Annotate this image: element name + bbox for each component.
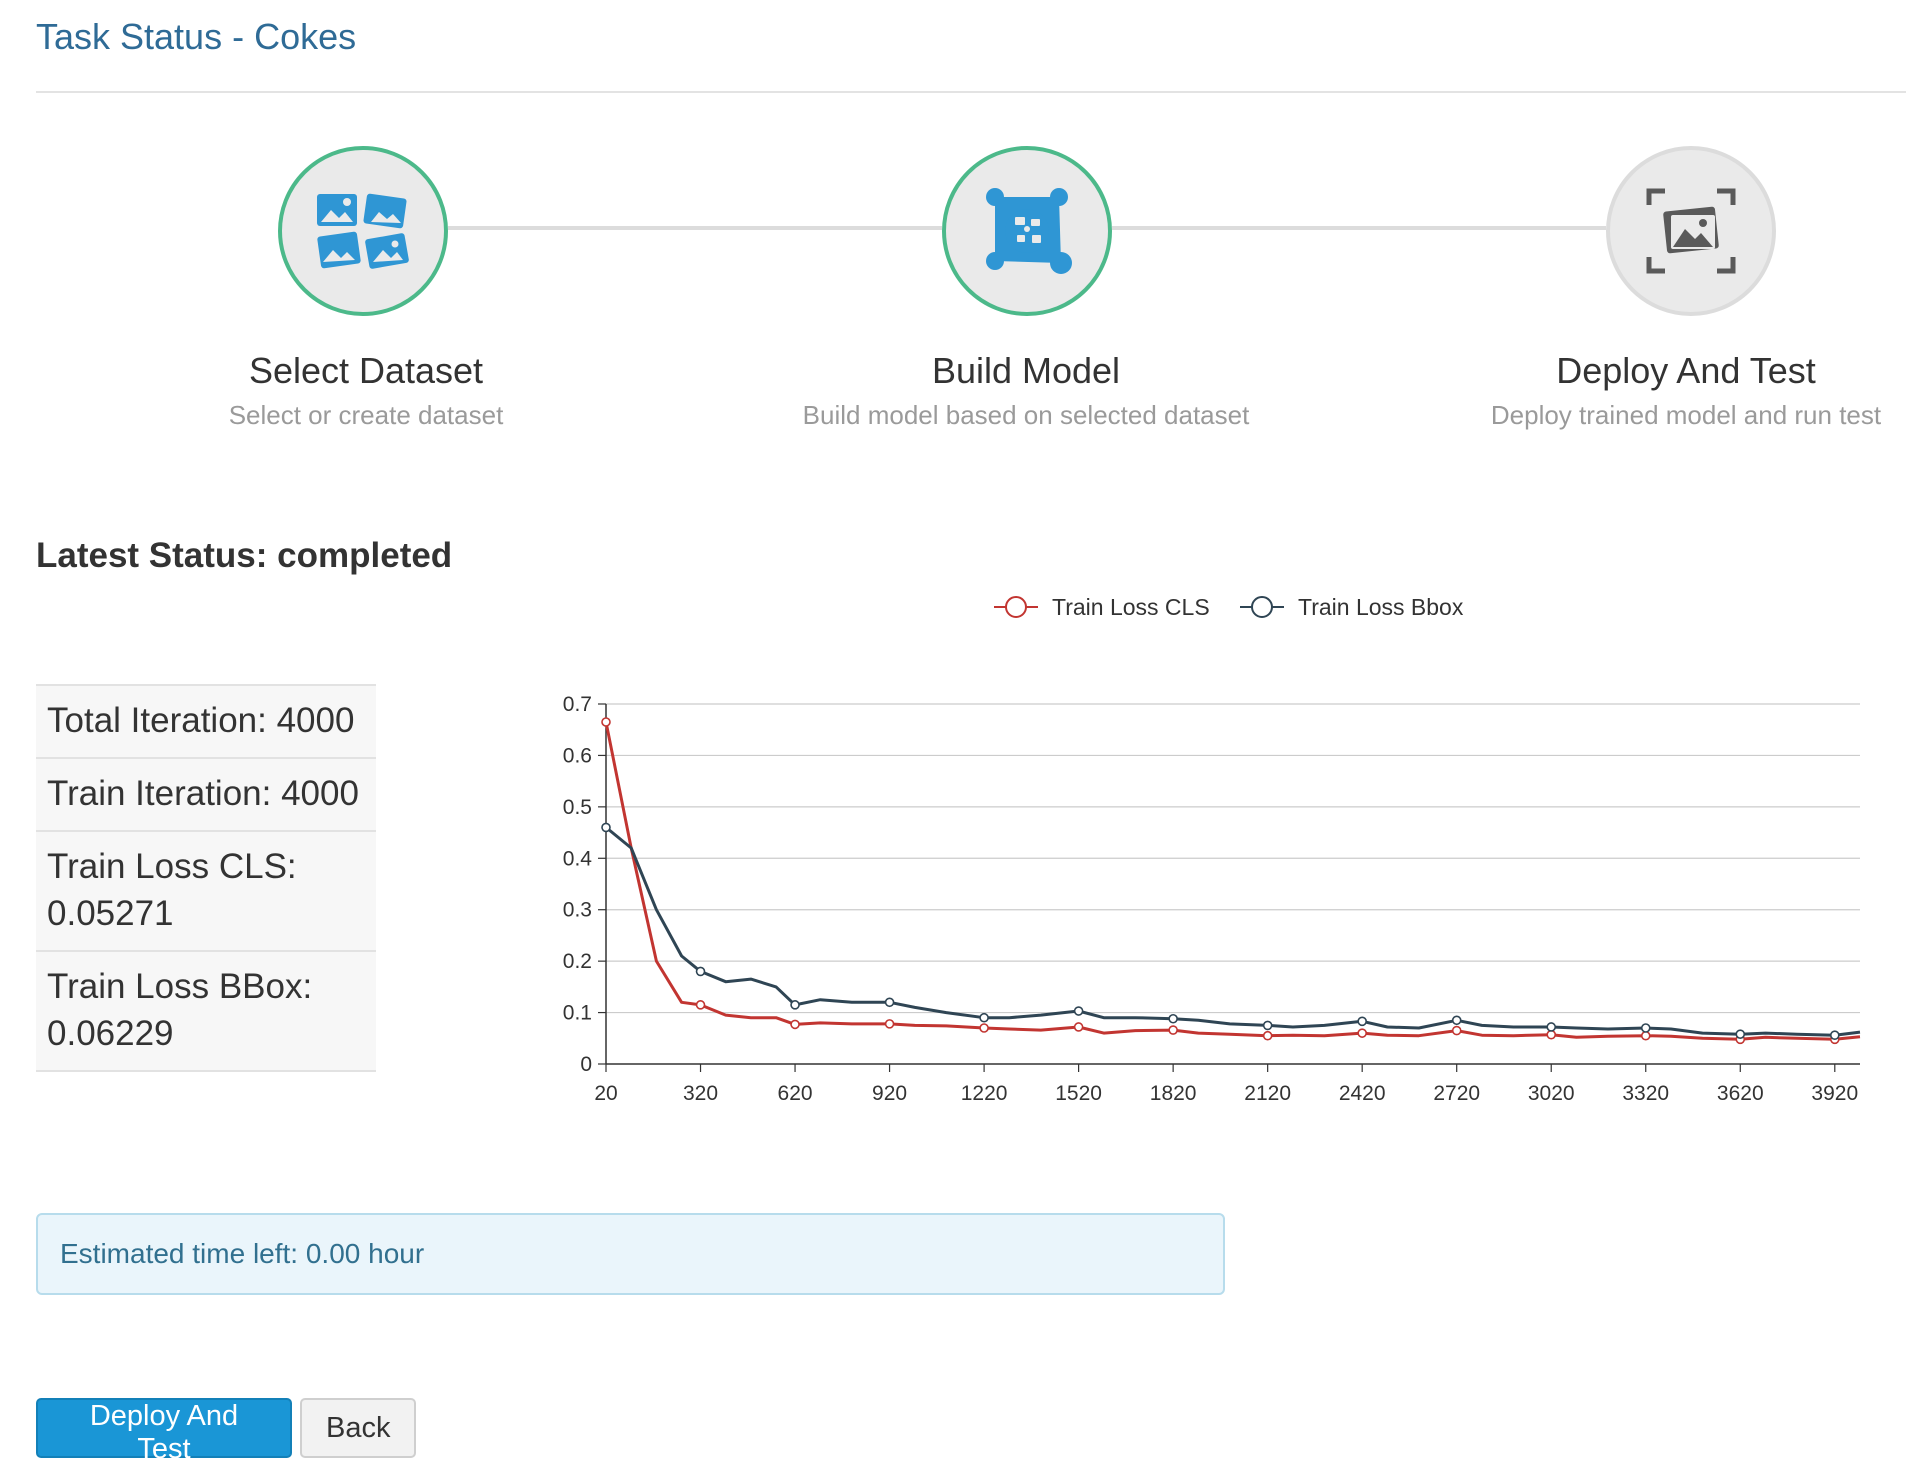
x-tick-label: 3620 [1717,1082,1764,1105]
legend-label: Train Loss CLS [1052,594,1210,620]
y-tick-label: 0.3 [563,899,592,922]
data-point [1640,1030,1651,1041]
series-line-cls [604,721,1861,1041]
data-point [884,997,895,1008]
data-point [1451,1025,1462,1036]
stat-label: Train Loss CLS: [47,847,297,886]
data-point [1073,1006,1084,1016]
data-point [1735,1029,1746,1039]
y-tick-label: 0.7 [563,693,592,716]
x-tick-label: 920 [872,1082,907,1105]
step-title: Build Model [931,350,1121,391]
step-select-dataset[interactable] [278,146,448,316]
stat-label: Train Loss BBox: [47,967,313,1006]
estimated-time-alert: Estimated time left: 0.00 hour [36,1213,1225,1295]
title-divider [36,91,1906,93]
x-tick-label: 2420 [1339,1082,1386,1105]
stats-table: Total Iteration: 4000 Train Iteration: 4… [36,684,376,1072]
stat-text: Total Iteration: 4000 [47,701,355,740]
step-deploy-and-test[interactable] [1606,146,1776,316]
step-build-model[interactable] [942,146,1112,316]
y-tick-label: 0.6 [563,744,592,767]
x-tick-label: 620 [778,1082,813,1105]
data-point [1262,1020,1273,1031]
data-point [979,1012,989,1023]
step-title: Select Dataset [248,350,484,391]
step-subtitle: Deploy trained model and run test [1490,400,1882,430]
stat-train-loss-cls: Train Loss CLS: 0.05271 [36,830,376,950]
data-point [1357,1016,1367,1027]
data-point [1357,1028,1367,1038]
data-point [695,966,706,977]
x-tick-label: 3920 [1811,1082,1858,1105]
legend-swatch-marker [1251,596,1273,618]
alert-text: Estimated time left: 0.00 hour [60,1238,425,1269]
x-tick-label: 3020 [1528,1082,1575,1105]
x-tick-label: 20 [594,1082,617,1105]
data-point [1168,1025,1178,1035]
data-point [1546,1022,1557,1032]
step-connector [1112,226,1606,230]
stat-total-iteration: Total Iteration: 4000 [36,684,376,757]
data-point [1546,1029,1557,1040]
x-tick-label: 2720 [1433,1082,1480,1105]
deploy-scan-icon [1646,188,1736,274]
data-point [790,1019,800,1030]
stat-value: 0.05271 [47,894,174,933]
data-point [695,1000,706,1010]
x-tick-label: 320 [683,1082,718,1105]
stat-value: 0.06229 [47,1014,174,1053]
x-tick-label: 3320 [1622,1082,1669,1105]
step-title: Deploy And Test [1556,350,1816,391]
model-network-icon [986,188,1072,274]
dataset-images-icon [317,193,409,269]
legend-swatch-marker [1005,596,1027,618]
x-tick-label: 1220 [961,1082,1008,1105]
y-tick-label: 0.5 [563,796,592,819]
data-point [1073,1022,1084,1032]
y-tick-label: 0.2 [563,950,592,973]
y-tick-label: 0.4 [563,847,593,870]
data-point [1640,1023,1651,1033]
data-point [1829,1030,1840,1041]
data-point [1262,1030,1273,1041]
step-connector [448,226,942,230]
page-title: Task Status - Cokes [36,16,357,57]
data-point [790,1000,800,1010]
back-button[interactable]: Back [300,1398,416,1458]
x-tick-label: 2120 [1244,1082,1291,1105]
loss-chart: 0 0.1 0.2 0.3 0.4 0.5 0.6 0.7 20 320 620 920 1220 152… [563,594,1861,1105]
legend-label: Train Loss Bbox [1298,594,1464,620]
deploy-and-test-button[interactable]: Deploy And Test [36,1398,292,1465]
data-point [601,822,611,833]
step-subtitle: Build model based on selected dataset [802,400,1250,430]
data-point [979,1023,989,1033]
data-point [884,1019,895,1029]
stat-train-iteration: Train Iteration: 4000 [36,757,376,830]
x-tick-label: 1520 [1055,1082,1102,1105]
y-tick-label: 0.1 [563,1002,592,1025]
data-point [1168,1013,1178,1024]
step-subtitle: Select or create dataset [228,400,504,430]
stat-text: Train Iteration: 4000 [47,774,359,813]
data-point [1451,1015,1462,1026]
y-tick-label: 0 [580,1053,592,1076]
data-point [601,717,611,727]
x-tick-label: 1820 [1150,1082,1197,1105]
latest-status: Latest Status: completed [36,536,453,575]
stat-train-loss-bbox: Train Loss BBox: 0.06229 [36,950,376,1072]
